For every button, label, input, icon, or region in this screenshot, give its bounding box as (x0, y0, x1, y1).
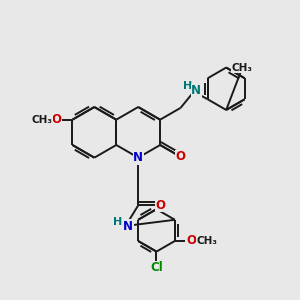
Text: O: O (51, 113, 61, 126)
Text: N: N (133, 151, 143, 164)
Text: N: N (191, 84, 201, 97)
Text: O: O (186, 235, 196, 248)
Text: CH₃: CH₃ (31, 115, 52, 125)
Text: CH₃: CH₃ (197, 236, 218, 246)
Text: O: O (155, 199, 165, 212)
Text: CH₃: CH₃ (232, 63, 253, 73)
Text: O: O (176, 150, 186, 163)
Text: H: H (113, 217, 122, 226)
Text: H: H (183, 81, 192, 92)
Text: Cl: Cl (150, 261, 163, 274)
Text: N: N (123, 220, 133, 233)
